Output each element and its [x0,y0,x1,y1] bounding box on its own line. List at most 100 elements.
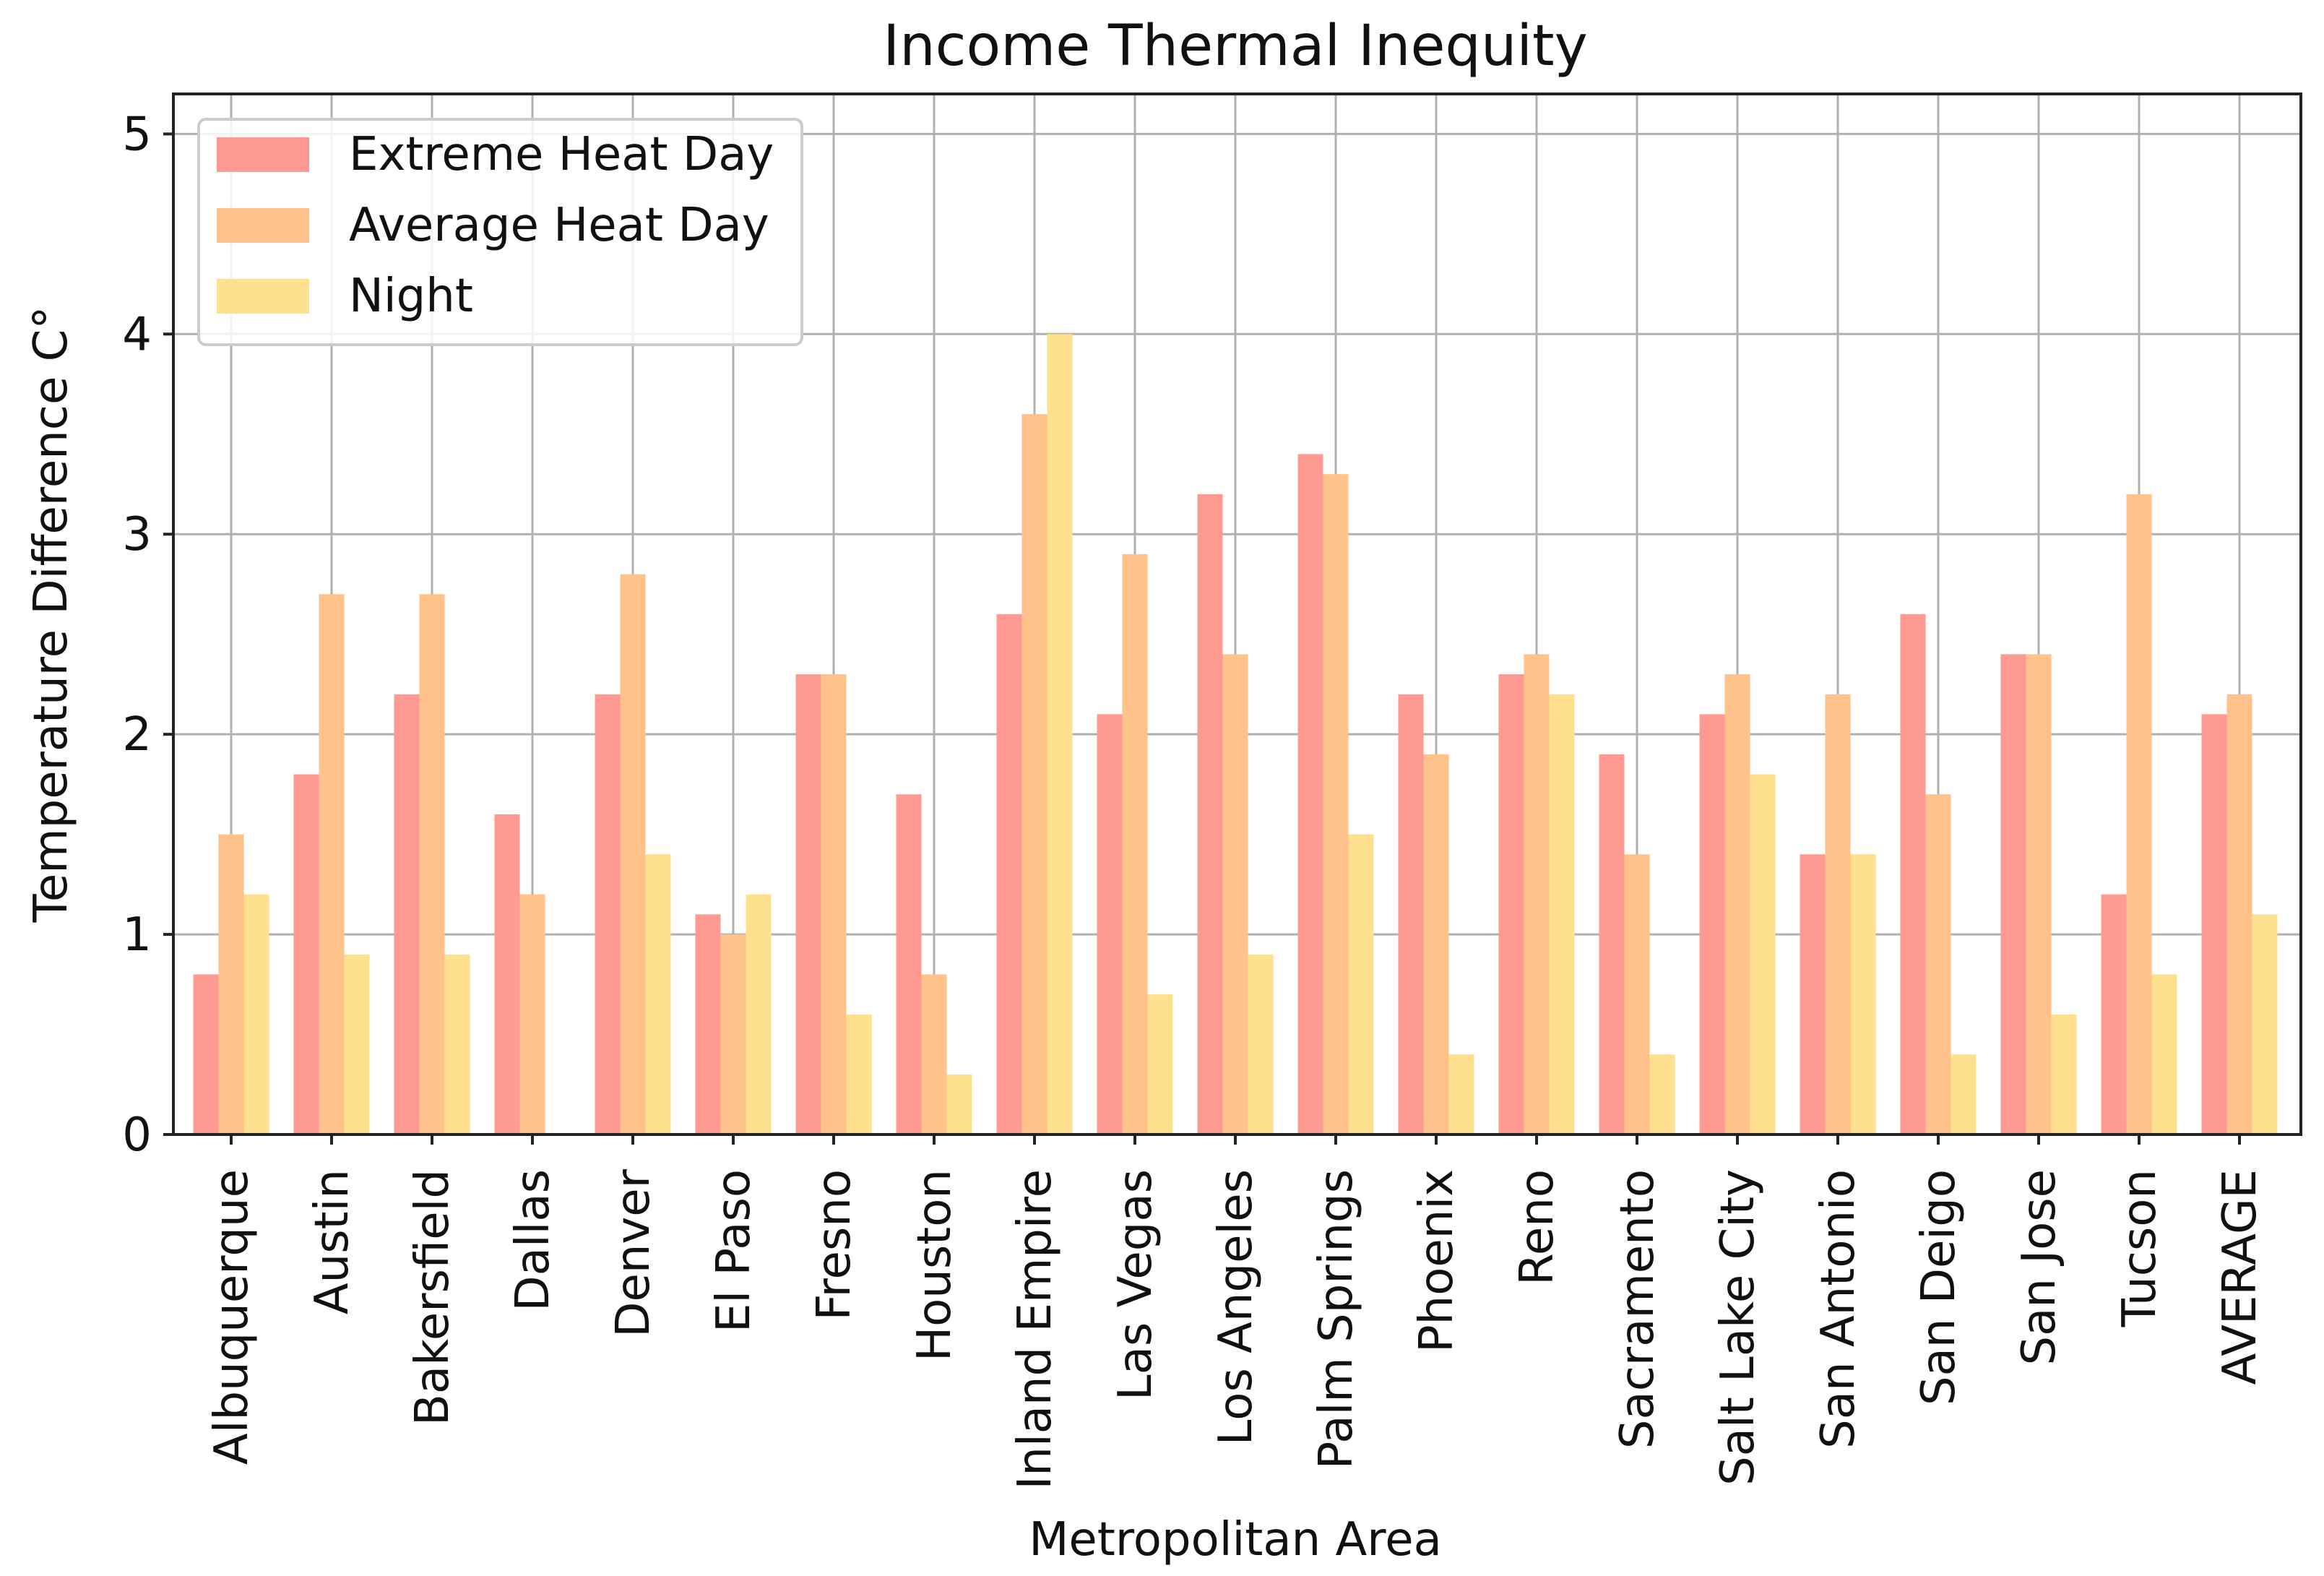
x-axis: Albuquerque Austin Bakersfield Dallas Denver… [205,1134,2267,1489]
bar [795,674,821,1134]
bar [746,894,772,1134]
bar [2201,714,2227,1134]
legend-swatch [217,279,309,314]
bar [720,934,746,1134]
bar [494,814,520,1134]
bar [2151,974,2177,1134]
x-tick-label: Las Vegas [1109,1169,1162,1400]
bar [1448,1054,1474,1134]
x-tick-label: San Antonio [1812,1169,1865,1449]
bar [1398,694,1424,1134]
bar [645,854,671,1134]
y-tick-label: 4 [122,308,152,361]
x-axis-label: Metropolitan Area [1029,1513,1442,1567]
bar [1549,694,1575,1134]
bar [1122,554,1148,1134]
legend-box [197,118,803,346]
bar [519,894,545,1134]
bar [218,834,244,1134]
y-tick-label: 2 [122,708,152,762]
bar [1699,714,1725,1134]
x-tick-label: Austin [306,1169,359,1314]
bar [695,914,721,1134]
legend-label: Extreme Heat Day [349,128,774,181]
x-tick-label: Salt Lake City [1711,1169,1765,1486]
y-tick-label: 0 [122,1108,152,1162]
y-tick-label: 1 [122,908,152,962]
bar [846,1014,872,1134]
x-tick-label: El Paso [707,1169,761,1332]
bar [1624,854,1650,1134]
x-tick-label: San Deigo [1912,1169,1966,1405]
x-tick-label: Palm Springs [1310,1169,1363,1469]
bar [1021,414,1047,1134]
bar [243,894,269,1134]
bar [1800,854,1826,1134]
bar [996,614,1022,1134]
x-tick-label: Houston [908,1169,962,1361]
y-axis-label: Temperature Difference C° [25,306,78,923]
bar [344,954,370,1134]
legend-swatch [217,208,309,243]
bar [1297,454,1323,1134]
bar [946,1074,972,1134]
bar [595,694,621,1134]
bar [2051,1014,2077,1134]
bar [319,594,345,1134]
y-tick-label: 3 [122,508,152,561]
bar [1724,674,1750,1134]
bar [1047,334,1073,1135]
bar [1348,834,1374,1134]
bar [921,974,947,1134]
bar [1750,774,1776,1134]
x-tick-label: Denver [607,1168,660,1337]
bar [1850,854,1876,1134]
bar [193,974,219,1134]
bar [2252,914,2278,1134]
y-axis: 0 1 2 3 4 5 [122,108,173,1162]
x-tick-label: Los Angeles [1209,1169,1263,1445]
bar [1498,674,1524,1134]
bar [419,594,445,1134]
bar [2226,694,2252,1134]
bar [1599,754,1625,1134]
bar [1423,754,1449,1134]
bar [1248,954,1274,1134]
x-tick-label: Dallas [506,1169,560,1312]
x-tick-label: Albuquerque [205,1169,259,1465]
bar [1825,694,1851,1134]
bar [1951,1054,1977,1134]
bar [1323,474,1349,1134]
legend-swatch [217,137,309,172]
bar [1524,654,1550,1134]
bar [896,794,922,1134]
bar [2126,494,2152,1134]
bar [1097,714,1123,1134]
bar [821,674,847,1134]
x-tick-label: Fresno [808,1169,861,1321]
bar [620,574,646,1134]
legend: Extreme Heat Day Average Heat Day Night [197,118,803,346]
bar [444,954,470,1134]
x-tick-label: Phoenix [1410,1169,1464,1353]
bar [1222,654,1248,1134]
x-tick-label: Reno [1511,1169,1564,1286]
x-tick-label: San Jose [2013,1169,2066,1366]
bar [2026,654,2052,1134]
x-tick-label: AVERAGE [2213,1169,2267,1385]
bar [394,694,420,1134]
bar [293,774,319,1134]
bars [193,334,2278,1135]
chart-title: Income Thermal Inequity [883,14,1588,79]
bar [2101,894,2127,1134]
bar [1197,494,1223,1134]
bar [1900,614,1926,1134]
y-tick-label: 5 [122,108,152,161]
bar [1649,1054,1675,1134]
bar [2000,654,2026,1134]
x-tick-label: Tucson [2113,1169,2167,1327]
plot-frame [172,92,2302,1136]
legend-label: Night [349,270,473,323]
x-tick-label: Bakersfield [406,1169,459,1426]
